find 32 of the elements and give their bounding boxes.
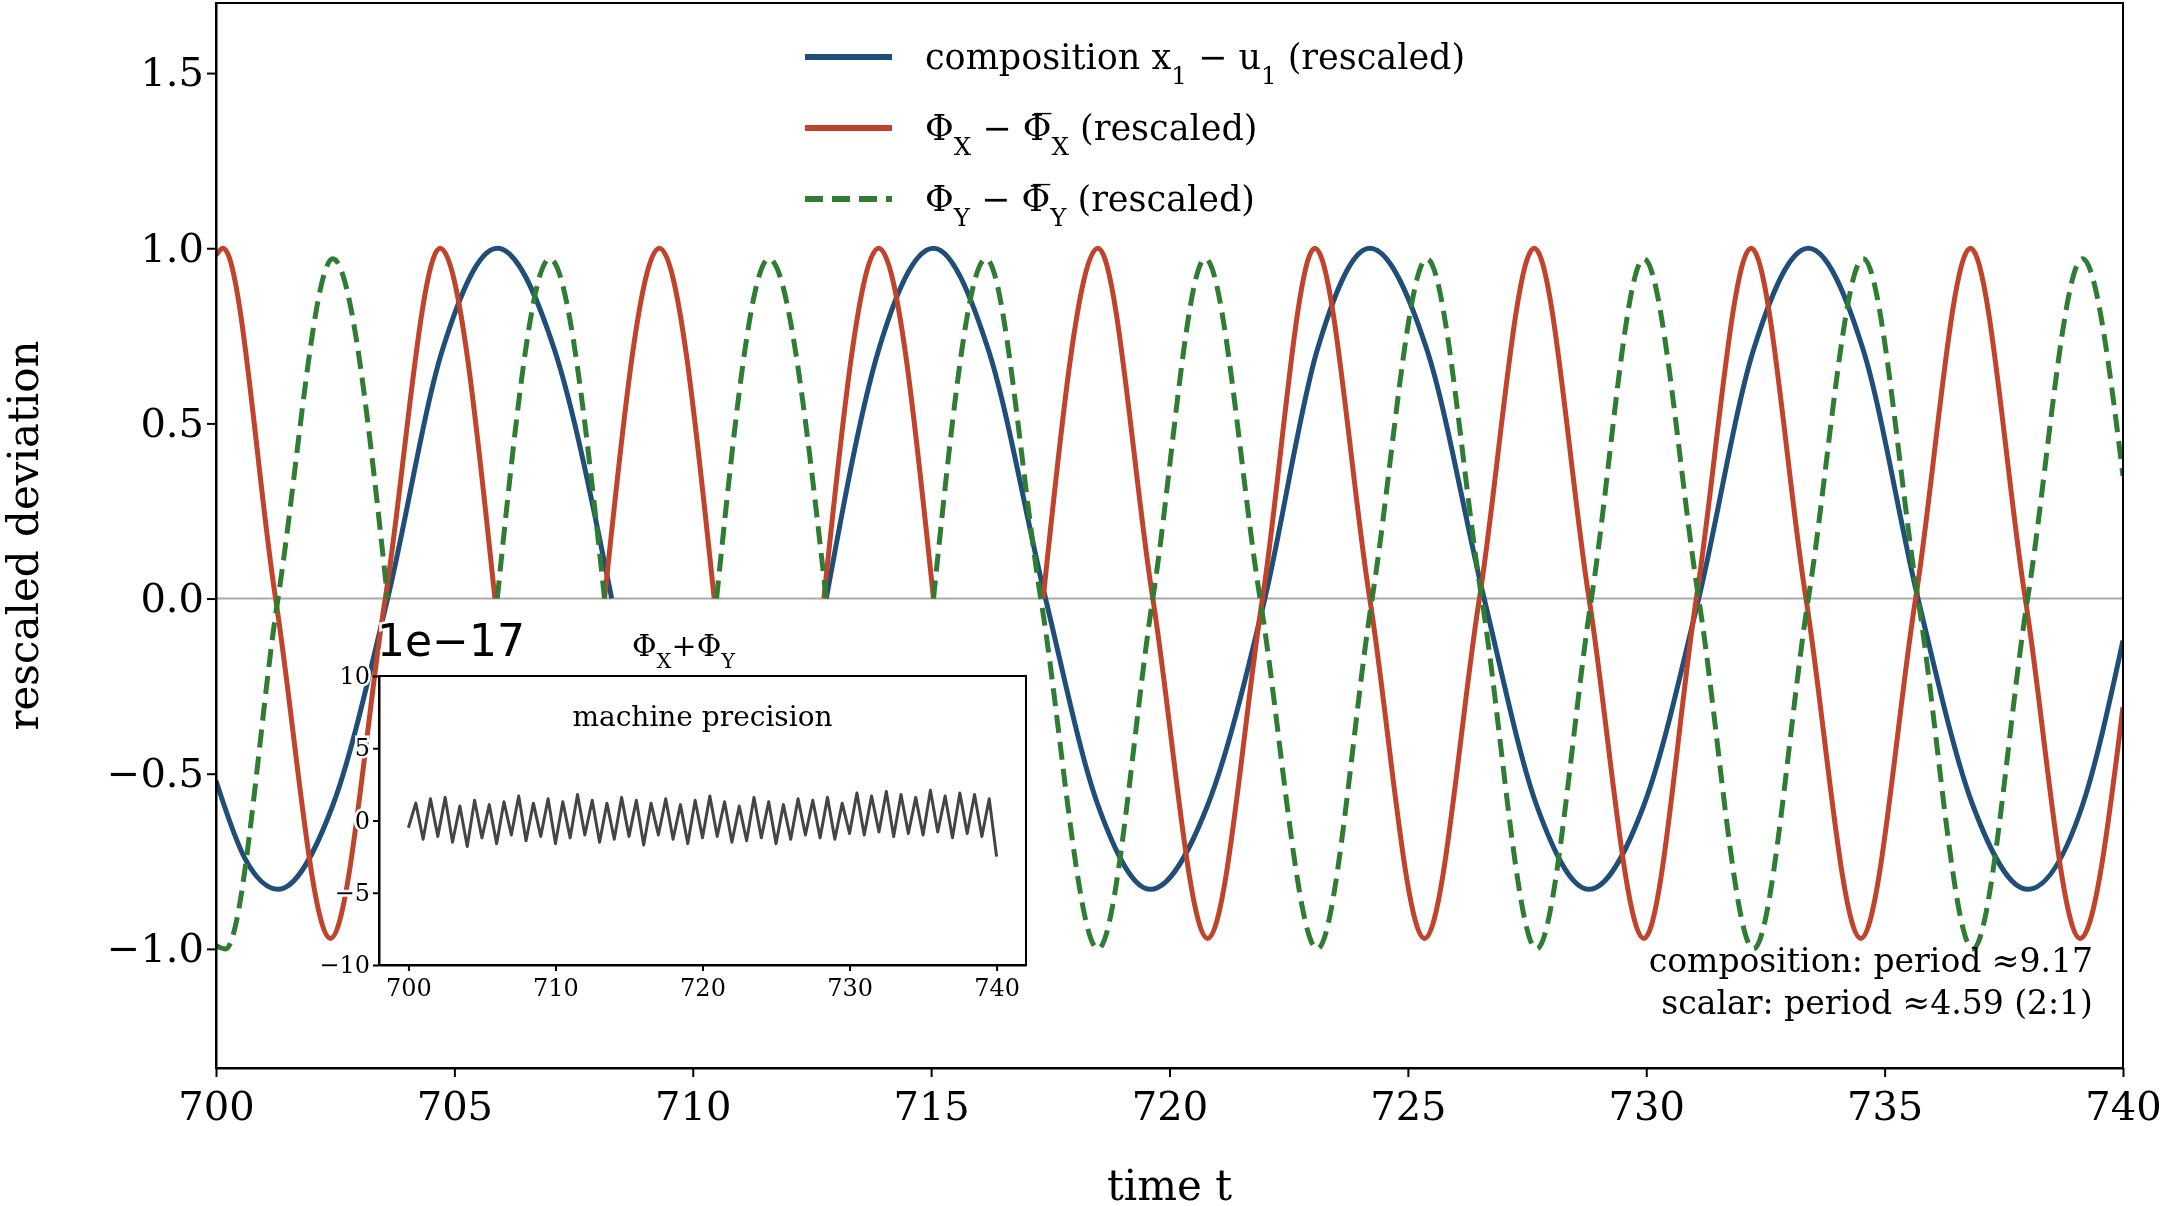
annotation: scalar: period ≈4.59 (2:1) <box>1661 983 2093 1022</box>
x-tick-label: 700 <box>178 1083 255 1129</box>
y-tick-label: 1.5 <box>140 49 204 96</box>
x-tick-label: 710 <box>655 1083 732 1129</box>
y-tick-label: 0.5 <box>140 399 204 446</box>
legend-label: composition x$_{1}$ − u$_{1}$ (rescaled) <box>925 37 1466 90</box>
chart-title: Φ$_{X}$+Φ$_{Y}$ <box>632 628 737 673</box>
annotation: 1e−17 <box>377 615 525 666</box>
y-axis-title: rescaled deviation <box>0 340 48 731</box>
legend-label: Φ$_{X}$ − Φ̅$_{X}$ (rescaled) <box>925 108 1258 161</box>
y-tick-label: −10 <box>319 951 370 980</box>
y-tick-label: 1.0 <box>140 224 204 271</box>
y-tick-label: −1.0 <box>106 925 204 972</box>
y-tick-label: 0.0 <box>140 574 204 621</box>
annotation: machine precision <box>572 700 833 733</box>
x-tick-label: 715 <box>893 1083 970 1129</box>
x-tick-label: 720 <box>1131 1083 1209 1129</box>
x-tick-label: 710 <box>533 973 579 1002</box>
x-tick-label: 740 <box>2085 1083 2162 1129</box>
y-tick-label: −0.5 <box>106 750 204 797</box>
legend-label: Φ$_{Y}$ − Φ̅$_{Y}$ (rescaled) <box>925 179 1255 232</box>
line-series <box>406 788 999 859</box>
x-axis-title: time t <box>1106 1161 1233 1206</box>
x-tick-label: 705 <box>416 1083 494 1129</box>
x-tick-label: 735 <box>1846 1083 1924 1129</box>
x-tick-label: 730 <box>1608 1083 1685 1129</box>
x-tick-label: 730 <box>827 973 873 1002</box>
x-tick-label: 720 <box>680 973 726 1002</box>
x-tick-label: 700 <box>386 973 432 1002</box>
annotation: composition: period ≈9.17 <box>1648 941 2093 980</box>
x-tick-label: 725 <box>1370 1083 1447 1129</box>
x-tick-label: 740 <box>974 973 1020 1002</box>
